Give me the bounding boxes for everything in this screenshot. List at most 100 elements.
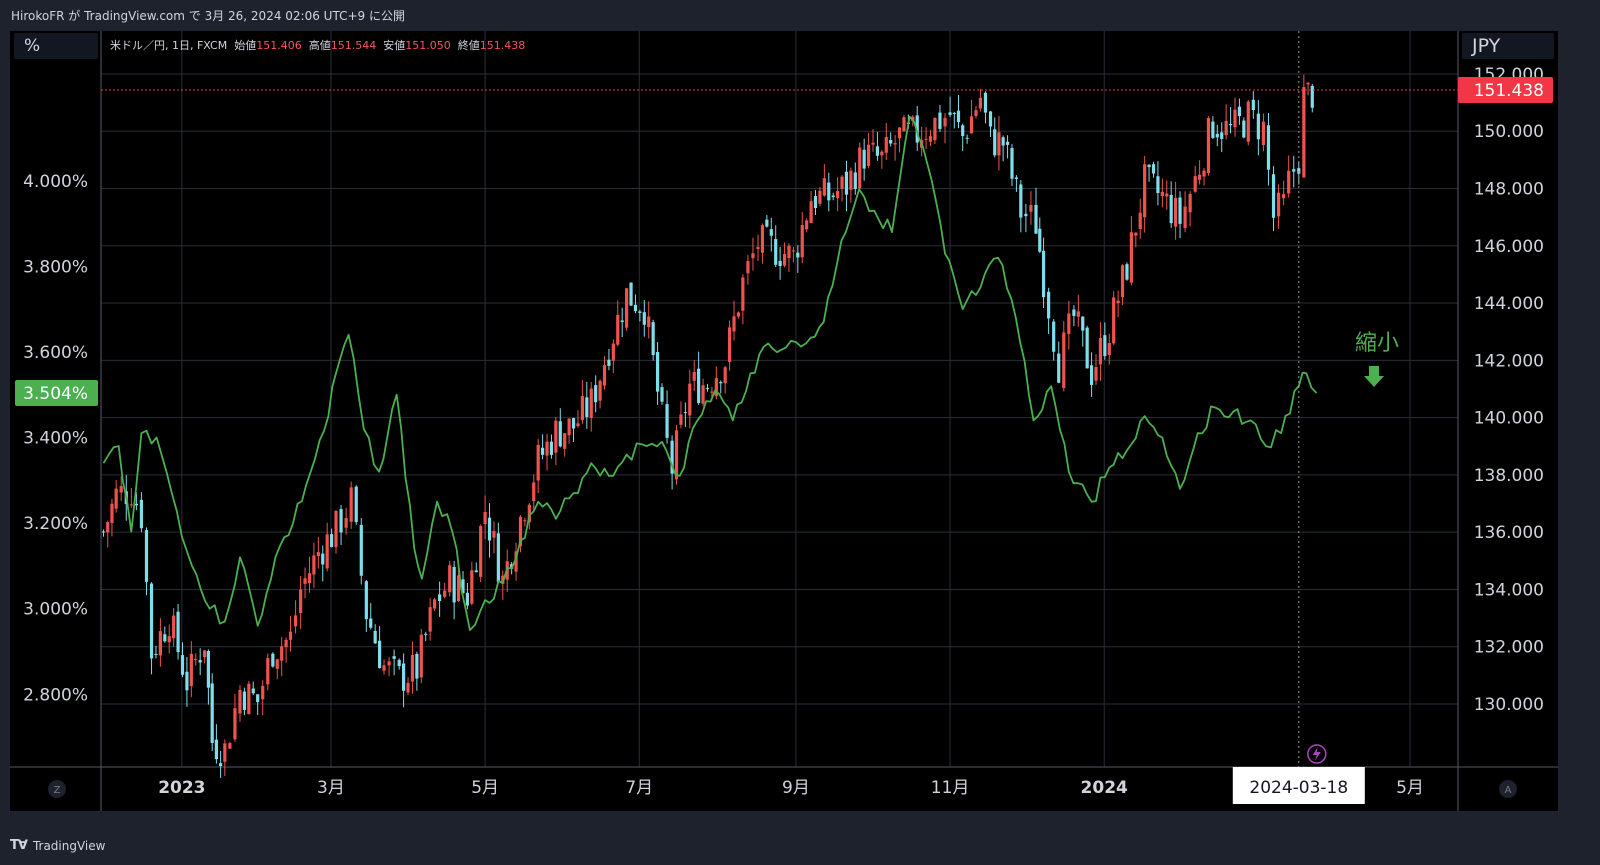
candle-body — [443, 590, 447, 597]
candle — [756, 234, 760, 262]
candle-body — [339, 509, 343, 533]
candle-body — [567, 418, 571, 436]
candle — [813, 189, 818, 215]
candle-body — [1138, 212, 1142, 230]
right-axis-unit-selector[interactable]: JPY — [1462, 33, 1554, 59]
candle-body — [1098, 337, 1103, 365]
footer-brand: TradingView — [32, 838, 106, 853]
candle — [1215, 124, 1219, 147]
candle — [1041, 237, 1046, 309]
candle-body — [710, 391, 714, 393]
candle — [1220, 122, 1224, 153]
candle — [849, 167, 853, 203]
candle-body — [1211, 121, 1215, 138]
right-axis-tick-label: 142.000 — [1474, 351, 1544, 371]
right-axis-tick-label: 140.000 — [1474, 409, 1544, 429]
candle — [134, 492, 138, 511]
candle-body — [303, 578, 307, 584]
yield-badge — [15, 380, 98, 407]
candle — [189, 641, 193, 698]
candle — [185, 656, 189, 707]
candle — [167, 624, 171, 654]
candle-body — [1156, 176, 1160, 194]
candle — [364, 580, 368, 632]
candle — [594, 375, 598, 413]
candle — [554, 417, 558, 466]
candle-body — [334, 510, 338, 547]
candle-body — [1242, 120, 1246, 138]
left-axis-tick-label: 3.400% — [23, 429, 88, 449]
right-axis-tick-label: 144.000 — [1474, 294, 1544, 314]
candle-body — [185, 671, 189, 691]
candle — [518, 515, 523, 553]
tradingview-footer[interactable]: T∀ TradingView — [10, 838, 105, 853]
candle — [897, 127, 902, 153]
candle-body — [1076, 311, 1080, 317]
candle-body — [1134, 232, 1138, 236]
candle — [1029, 191, 1033, 225]
candle-body — [284, 639, 288, 648]
candle-body — [897, 127, 902, 139]
right-axis-tick-label: 138.000 — [1474, 466, 1544, 486]
candle-body — [378, 640, 382, 669]
candle — [1156, 161, 1160, 206]
candle-body — [369, 618, 373, 628]
candle — [1165, 180, 1169, 210]
candle-body — [483, 511, 487, 524]
candle-body — [545, 441, 549, 456]
candle — [180, 642, 185, 678]
candle-body — [1072, 309, 1076, 316]
candle — [598, 379, 602, 409]
candle — [428, 598, 432, 641]
candle-body — [219, 763, 223, 767]
candle-body — [1116, 300, 1120, 304]
candle-body — [1183, 206, 1187, 229]
candle-body — [428, 607, 432, 632]
candle — [736, 311, 741, 319]
candle — [339, 505, 343, 546]
candle-body — [1215, 133, 1219, 138]
left-axis-unit-selector[interactable]: % — [14, 33, 98, 59]
candle-body — [988, 111, 993, 127]
candle — [540, 434, 545, 460]
candle — [1271, 166, 1276, 232]
candle-body — [410, 654, 415, 682]
candle-body — [329, 534, 334, 548]
axis-corner-button — [1499, 780, 1517, 798]
candle — [1237, 98, 1242, 125]
candle — [1198, 160, 1202, 185]
candle-body — [875, 146, 880, 156]
candle-body — [1057, 353, 1061, 383]
candle — [176, 603, 180, 660]
candle-body — [997, 132, 1001, 156]
candle — [325, 522, 329, 572]
candle-body — [813, 196, 818, 209]
candle-body — [1005, 141, 1010, 145]
candle-body — [889, 139, 893, 144]
candle — [536, 438, 540, 494]
candle-body — [858, 147, 862, 189]
candle — [514, 542, 518, 581]
candle — [871, 128, 875, 152]
candle-body — [101, 531, 106, 533]
candle — [501, 570, 505, 601]
candle-body — [106, 522, 110, 533]
candle-body — [818, 190, 822, 204]
candle-body — [163, 634, 167, 642]
candle-body — [558, 421, 562, 447]
candle-body — [293, 615, 298, 627]
candle-body — [172, 615, 176, 639]
candle — [214, 724, 218, 764]
candle-body — [198, 660, 202, 663]
candle-body — [1165, 193, 1169, 197]
candle — [822, 163, 826, 197]
candle — [782, 242, 787, 268]
candle — [206, 649, 210, 705]
candle-body — [651, 322, 655, 356]
candle-body — [616, 314, 620, 345]
candle — [419, 628, 423, 684]
candle — [284, 637, 288, 663]
candle-body — [655, 352, 660, 392]
candle-body — [496, 533, 500, 583]
